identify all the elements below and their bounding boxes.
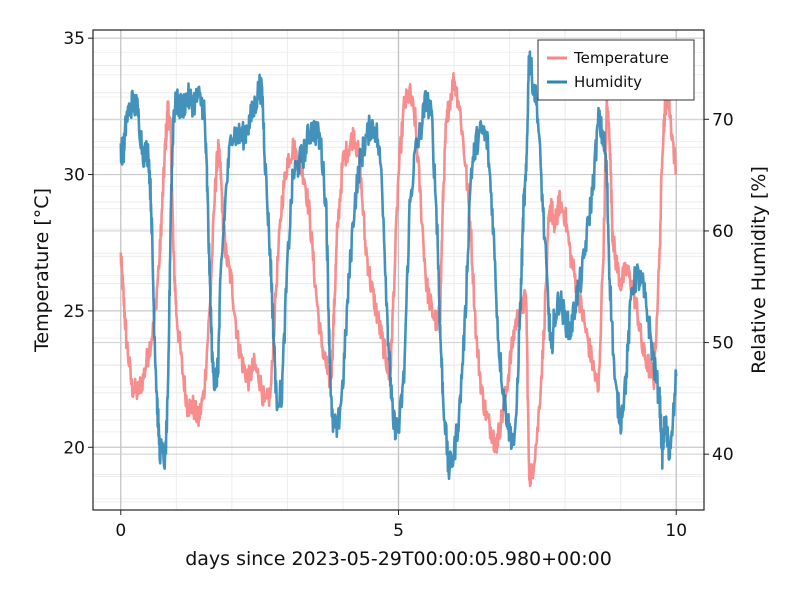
y2-axis-label: Relative Humidity [%] [748, 166, 770, 374]
x-axis-label: days since 2023-05-29T00:00:05.980+00:00 [185, 548, 612, 570]
series-line-humidity [119, 50, 678, 481]
y2-tick-label: 40 [712, 445, 734, 465]
y-tick-label: 20 [63, 438, 85, 458]
x-tick-label: 0 [115, 521, 126, 541]
y-tick-label: 25 [63, 302, 85, 322]
y2-tick-label: 50 [712, 334, 734, 354]
series-line-temperature [119, 72, 678, 488]
y-axis-label: Temperature [°C] [31, 188, 53, 353]
legend-entry-temperature: Temperature [573, 49, 669, 67]
y-tick-label: 35 [63, 29, 85, 49]
y-tick-label: 30 [63, 166, 85, 186]
series-lines [119, 50, 678, 488]
x-tick-label: 5 [393, 521, 404, 541]
legend: Temperature Humidity [537, 39, 695, 101]
y2-tick-label: 60 [712, 222, 734, 242]
y2-tick-label: 70 [712, 110, 734, 130]
x-tick-label: 10 [665, 521, 687, 541]
legend-box [537, 39, 695, 101]
ticks: 0 5 10 20 25 30 35 40 50 60 70 [63, 29, 733, 541]
legend-entry-humidity: Humidity [574, 73, 642, 91]
